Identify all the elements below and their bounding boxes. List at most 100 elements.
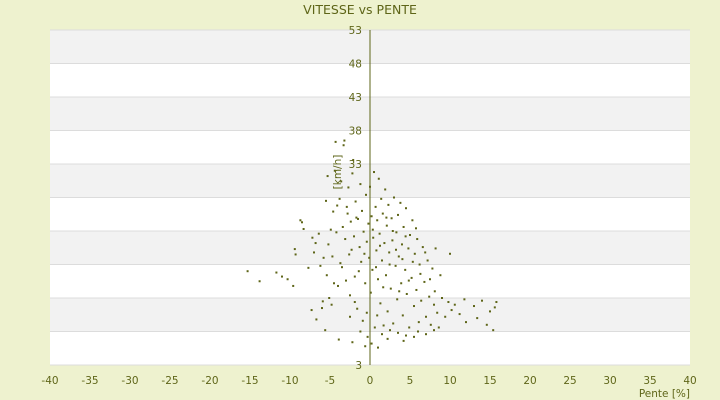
data-point bbox=[419, 272, 422, 275]
data-point bbox=[364, 345, 367, 348]
y-axis-label: [km/h] bbox=[332, 155, 344, 190]
data-point bbox=[493, 306, 496, 309]
data-point bbox=[376, 219, 379, 222]
data-point bbox=[405, 207, 407, 210]
data-point bbox=[342, 144, 345, 147]
data-point bbox=[465, 321, 467, 324]
data-point bbox=[411, 260, 414, 263]
data-point bbox=[476, 317, 479, 320]
data-point bbox=[353, 235, 355, 238]
data-point bbox=[375, 266, 377, 269]
data-point bbox=[367, 222, 370, 225]
data-point bbox=[324, 329, 327, 332]
data-point bbox=[393, 196, 395, 199]
x-tick-label: 0 bbox=[367, 375, 374, 387]
data-point bbox=[429, 323, 432, 326]
data-point bbox=[385, 216, 388, 219]
data-point bbox=[481, 299, 483, 302]
data-point bbox=[344, 238, 347, 241]
data-point bbox=[387, 203, 390, 206]
data-point bbox=[389, 329, 391, 332]
data-point bbox=[352, 158, 355, 161]
data-point bbox=[351, 172, 354, 175]
data-point bbox=[434, 247, 437, 250]
data-point bbox=[401, 314, 404, 317]
data-point bbox=[346, 212, 349, 215]
y-tick-label: 43 bbox=[349, 92, 362, 104]
data-point bbox=[418, 263, 421, 266]
data-point bbox=[449, 252, 451, 255]
data-point bbox=[378, 232, 381, 235]
data-point bbox=[369, 185, 371, 188]
data-point bbox=[391, 230, 394, 232]
data-point bbox=[447, 301, 450, 304]
chart-title: VITESSE vs PENTE bbox=[303, 2, 417, 17]
data-point bbox=[396, 298, 399, 301]
x-tick-label: -15 bbox=[241, 375, 258, 387]
data-point bbox=[389, 287, 392, 290]
data-point bbox=[341, 266, 343, 269]
data-point bbox=[286, 278, 289, 281]
x-tick-label: 25 bbox=[563, 375, 576, 387]
data-point bbox=[397, 331, 399, 334]
data-point bbox=[281, 275, 283, 278]
data-point bbox=[437, 326, 440, 329]
data-point bbox=[331, 255, 334, 258]
data-point bbox=[313, 251, 315, 254]
data-point bbox=[292, 284, 295, 287]
data-point bbox=[400, 282, 403, 285]
data-point bbox=[339, 262, 342, 265]
data-point bbox=[413, 252, 416, 255]
data-point bbox=[381, 212, 384, 215]
data-point bbox=[433, 303, 435, 306]
data-point bbox=[332, 210, 335, 213]
data-point bbox=[376, 314, 379, 317]
data-point bbox=[444, 315, 447, 318]
data-point bbox=[372, 236, 375, 239]
data-point bbox=[353, 275, 356, 278]
data-point bbox=[383, 242, 386, 245]
data-point bbox=[401, 243, 403, 246]
data-point bbox=[431, 267, 434, 270]
data-point bbox=[384, 188, 387, 191]
y-tick-label: 33 bbox=[349, 159, 362, 171]
data-point bbox=[327, 243, 330, 246]
data-point bbox=[340, 180, 343, 183]
x-tick-label: 40 bbox=[683, 375, 696, 387]
data-point bbox=[390, 217, 393, 220]
data-point bbox=[361, 209, 363, 212]
x-tick-label: 15 bbox=[483, 375, 496, 387]
data-point bbox=[433, 290, 436, 293]
data-point bbox=[379, 302, 382, 305]
y-tick-label: 38 bbox=[349, 126, 362, 138]
x-tick-label: 20 bbox=[523, 375, 536, 387]
data-point bbox=[373, 326, 376, 329]
data-point bbox=[358, 246, 361, 249]
data-point bbox=[360, 260, 363, 263]
data-point bbox=[408, 326, 411, 329]
x-tick-label: -40 bbox=[41, 375, 58, 387]
data-point bbox=[349, 315, 351, 318]
data-point bbox=[420, 299, 423, 302]
data-point bbox=[370, 215, 373, 218]
data-point bbox=[311, 236, 314, 239]
data-point bbox=[368, 256, 371, 259]
data-point bbox=[374, 205, 377, 208]
data-point bbox=[354, 200, 357, 203]
x-tick-labels: -40 -35 -30 -25 -20 -15 -10 -5 0 5 10 15 20 25 30 35 40 bbox=[41, 375, 696, 387]
data-point bbox=[347, 186, 350, 189]
data-point bbox=[385, 274, 387, 277]
data-point bbox=[391, 239, 394, 242]
data-point bbox=[299, 219, 302, 222]
data-point bbox=[334, 140, 337, 143]
x-tick-label: -5 bbox=[325, 375, 335, 387]
data-point bbox=[473, 305, 475, 308]
data-point bbox=[485, 323, 488, 326]
data-point bbox=[450, 309, 453, 312]
data-point bbox=[423, 280, 426, 283]
data-point bbox=[336, 204, 339, 207]
data-point bbox=[377, 346, 379, 349]
data-point bbox=[365, 311, 368, 314]
data-point bbox=[350, 248, 353, 251]
